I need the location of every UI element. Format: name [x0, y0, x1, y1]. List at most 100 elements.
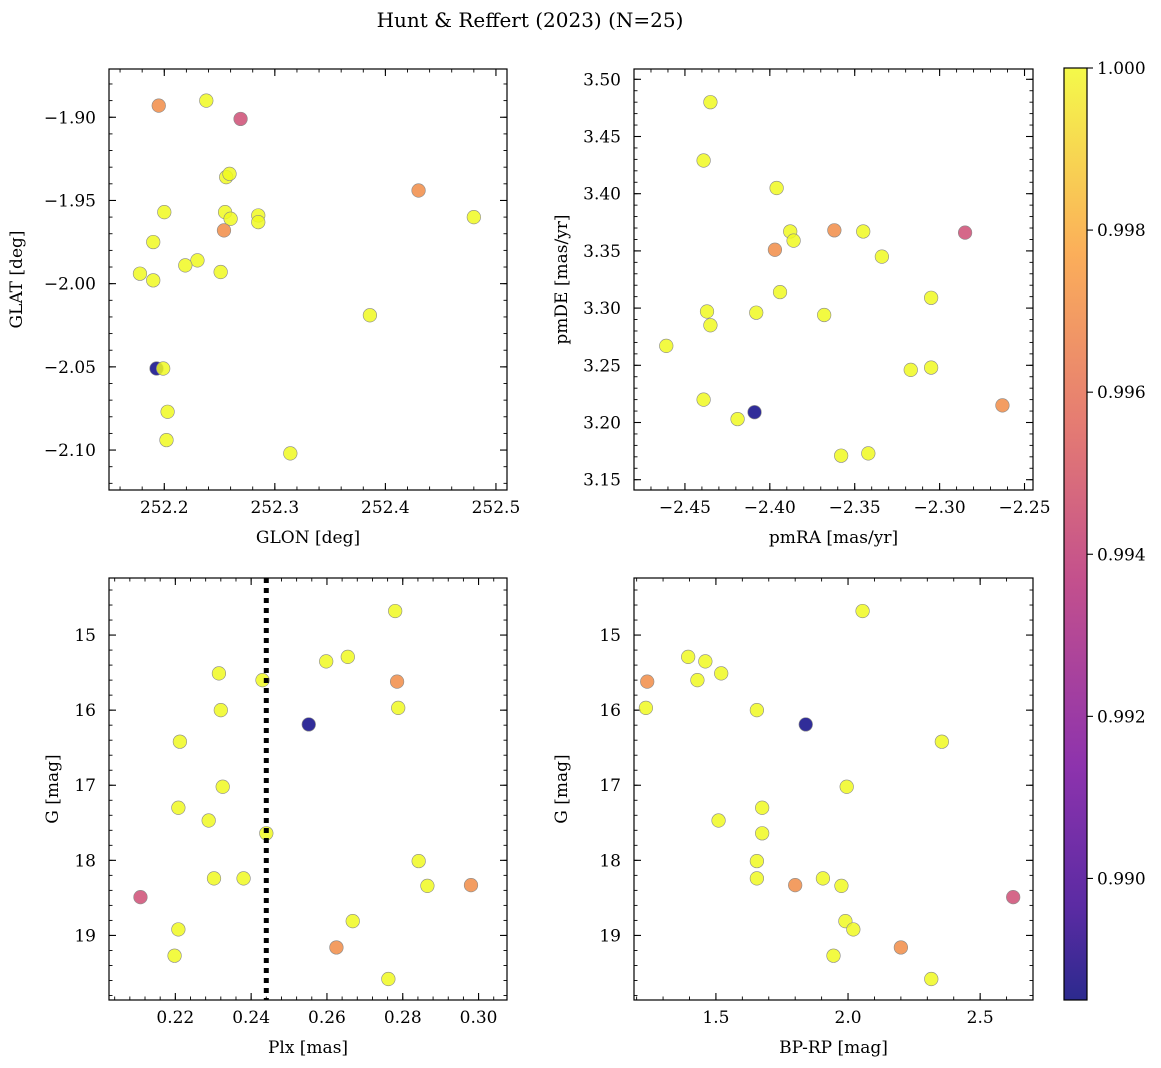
scatter-point: [846, 922, 861, 937]
scatter-point: [345, 914, 360, 929]
x-tick-label: 252.5: [472, 498, 521, 518]
x-tick-label: 252.4: [361, 498, 410, 518]
y-tick-label: 19: [74, 926, 96, 946]
scatter-point: [381, 971, 396, 987]
scatter-point: [391, 700, 406, 716]
scatter-point: [388, 603, 403, 619]
x-tick-label: 2.0: [835, 1008, 862, 1028]
y-tick-label: 3.50: [583, 70, 621, 90]
y-axis-label: G [mag]: [552, 754, 572, 823]
scatter-point: [839, 779, 854, 794]
scatter-point: [255, 673, 270, 688]
scatter-point: [714, 666, 729, 681]
y-axis-label: GLAT [deg]: [7, 230, 27, 328]
y-tick-label: −2.05: [44, 358, 96, 378]
scatter-point: [463, 878, 479, 893]
scatter-point: [466, 209, 481, 225]
scatter-point: [223, 211, 238, 226]
scatter-point: [362, 308, 378, 323]
scatter-point: [934, 734, 949, 749]
scatter-point: [924, 360, 939, 375]
y-tick-label: 3.25: [583, 356, 621, 376]
scatter-point: [156, 361, 171, 376]
scatter-point: [769, 180, 784, 196]
scatter-point: [146, 273, 161, 288]
y-tick-label: 3.35: [583, 242, 621, 262]
x-tick-label: 252.3: [250, 498, 299, 518]
y-tick-label: −1.90: [44, 108, 96, 128]
y-tick-label: 3.30: [583, 299, 621, 319]
scatter-point: [283, 446, 298, 461]
scatter-point: [772, 284, 788, 300]
x-tick-label: 0.30: [460, 1008, 498, 1028]
scatter-point: [855, 603, 870, 619]
scatter-point: [747, 405, 762, 420]
scatter-point: [211, 666, 227, 681]
scatter-point: [171, 800, 186, 815]
y-tick-label: 16: [599, 701, 621, 721]
y-tick-label: 15: [74, 626, 96, 646]
colorbar-tick-label: 1.000: [1097, 59, 1146, 79]
panel-plx-g: 0.22 0.24 0.26 0.28 0.30 15 16 17 18 19 Plx [mas] G…: [43, 577, 508, 1058]
scatter-point: [826, 948, 841, 963]
y-tick-label: 19: [599, 926, 621, 946]
y-axis-label: pmDE [mas/yr]: [552, 214, 572, 344]
x-axis-label: pmRA [mas/yr]: [769, 528, 898, 548]
x-tick-label: −2.45: [659, 498, 711, 518]
scatter-point: [903, 362, 918, 377]
colorbar-tick-label: 0.992: [1097, 707, 1146, 727]
scatter-point: [698, 654, 713, 669]
scatter-point: [1006, 890, 1021, 905]
figure-title: Hunt & Reffert (2023) (N=25): [377, 8, 684, 32]
x-tick-label: 0.22: [156, 1008, 194, 1028]
panel-pmra-pmde: −2.45 −2.40 −2.35 −2.30 −2.25 3.15 3.20 3.25 3.3…: [552, 68, 1051, 548]
scatter-point: [755, 800, 770, 815]
scatter-point: [389, 674, 405, 689]
scatter-point: [236, 871, 251, 886]
colorbar-tick-label: 0.996: [1097, 383, 1146, 403]
scatter-point: [206, 871, 222, 886]
scatter-point: [222, 166, 237, 181]
scatter-point: [786, 233, 801, 248]
x-axis-label: BP-RP [mag]: [779, 1038, 888, 1058]
scatter-point: [132, 266, 148, 281]
y-tick-label: 3.45: [583, 127, 621, 147]
scatter-point: [798, 717, 813, 732]
y-tick-label: 3.15: [583, 471, 621, 491]
y-tick-label: −2.00: [44, 275, 96, 295]
scatter-point: [190, 253, 205, 268]
scatter-point: [159, 432, 174, 448]
scatter-point: [167, 948, 182, 963]
scatter-point: [146, 234, 161, 250]
scatter-point: [681, 649, 696, 664]
y-tick-label: 18: [599, 851, 621, 871]
axes-frame: [633, 577, 1034, 1001]
scatter-point: [874, 249, 889, 264]
scatter-point: [957, 225, 973, 240]
scatter-point: [711, 813, 726, 828]
colorbar-tick-label: 0.990: [1097, 869, 1146, 889]
panel-bprp-g: 1.5 2.0 2.5 15 16 17 18 19 BP-RP [mag] G [mag]: [552, 577, 1034, 1058]
x-tick-label: 1.5: [702, 1008, 729, 1028]
scatter-point: [199, 93, 214, 108]
scatter-point: [659, 338, 674, 353]
scatter-point: [213, 264, 228, 280]
scatter-point: [411, 853, 426, 869]
scatter-point: [749, 703, 764, 718]
scatter-point: [178, 258, 193, 273]
x-tick-label: 2.5: [967, 1008, 994, 1028]
scatter-point: [301, 717, 316, 732]
scatter-point: [213, 703, 228, 718]
scatter-point: [420, 878, 435, 893]
y-tick-label: 3.20: [583, 414, 621, 434]
axes-frame: [633, 68, 1034, 491]
x-axis-label: GLON [deg]: [256, 528, 360, 548]
scatter-point: [340, 649, 355, 664]
scatter-point: [856, 224, 871, 239]
panel-glon-glat: 252.2 252.3 252.4 252.5 −1.90 −1.95 −2.00 −2.05…: [7, 68, 521, 548]
scatter-point: [216, 223, 232, 238]
scatter-point: [696, 392, 711, 407]
scatter-point: [703, 95, 718, 110]
scatter-point: [690, 673, 705, 688]
